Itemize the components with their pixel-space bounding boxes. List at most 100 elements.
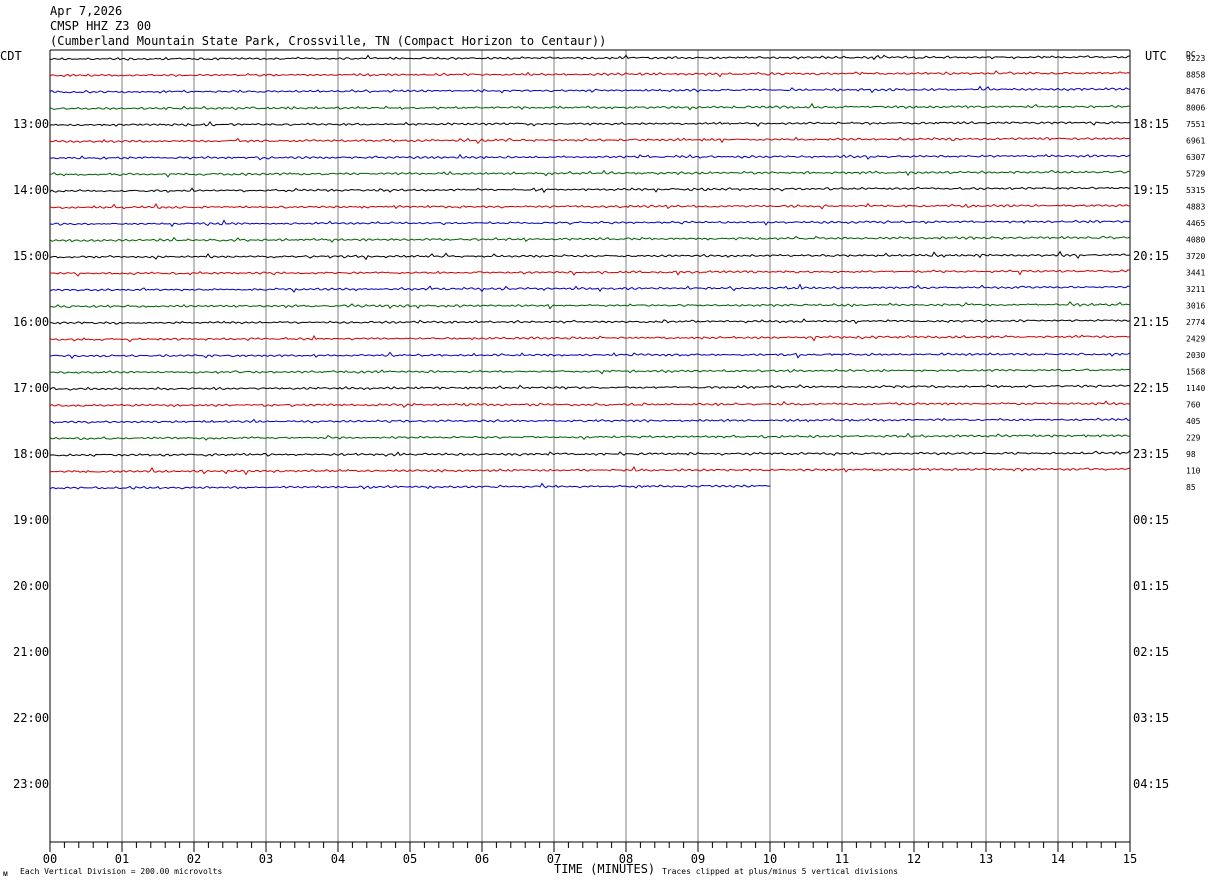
left-hour-label: 22:00: [13, 711, 49, 725]
dc-offset-value: 3441: [1186, 269, 1205, 278]
right-hour-label: 03:15: [1133, 711, 1169, 725]
right-hour-label: 04:15: [1133, 777, 1169, 791]
x-tick-label: 10: [763, 852, 777, 866]
x-axis-title: TIME (MINUTES): [554, 862, 655, 876]
right-hour-label: 21:15: [1133, 315, 1169, 329]
trace-line: [49, 85, 1131, 94]
dc-offset-value: 85: [1186, 483, 1196, 492]
trace-line: [49, 482, 771, 490]
dc-offset-value: 8858: [1186, 71, 1205, 80]
left-hour-label: 23:00: [13, 777, 49, 791]
x-tick-label: 06: [475, 852, 489, 866]
dc-offset-value: 5315: [1186, 186, 1205, 195]
seismic-traces: [49, 54, 1131, 490]
x-tick-label: 03: [259, 852, 273, 866]
hour-labels: 13:00 14:00 15:00 16:00 17:00 18:00 19:00 20:00…: [13, 117, 1169, 791]
trace-line: [49, 70, 1131, 78]
trace-line: [49, 400, 1131, 409]
x-tick-label: 09: [691, 852, 705, 866]
trace-line: [49, 417, 1131, 424]
dc-offset-value: 2030: [1186, 351, 1205, 360]
dc-offset-value: 5729: [1186, 170, 1205, 179]
station-id: CMSP HHZ Z3 00: [50, 19, 152, 33]
dc-offset-value: 8476: [1186, 87, 1205, 96]
trace-line: [49, 102, 1131, 111]
trace-line: [49, 153, 1131, 161]
right-hour-label: 19:15: [1133, 183, 1169, 197]
dc-offset-value: 110: [1186, 467, 1201, 476]
trace-line: [49, 186, 1131, 194]
right-hour-label: 23:15: [1133, 447, 1169, 461]
x-axis-ticks: 00 01 02 03 04 05 06 07 08 09 10 11 12 13 14 15: [43, 842, 1137, 866]
x-tick-label: 11: [835, 852, 849, 866]
trace-line: [49, 432, 1131, 441]
right-hour-label: 18:15: [1133, 117, 1169, 131]
dc-offset-value: 3211: [1186, 285, 1205, 294]
dc-offset-labels: 9223 8858 8476 8006 7551 6961 6307 5729 5315 4883…: [1186, 54, 1205, 492]
trace-line: [49, 202, 1131, 210]
clipping-note: Traces clipped at plus/minus 5 vertical …: [662, 867, 898, 876]
x-tick-label: 12: [907, 852, 921, 866]
dc-offset-value: 8006: [1186, 104, 1205, 113]
trace-line: [49, 450, 1131, 457]
left-hour-label: 19:00: [13, 513, 49, 527]
dc-offset-value: 4465: [1186, 219, 1205, 228]
trace-line: [49, 250, 1131, 261]
dc-offset-value: 3720: [1186, 252, 1205, 261]
trace-line: [49, 169, 1131, 178]
dc-offset-value: 2774: [1186, 318, 1205, 327]
left-hour-label: 16:00: [13, 315, 49, 329]
left-hour-label: 13:00: [13, 117, 49, 131]
x-tick-label: 14: [1051, 852, 1065, 866]
left-timezone-label: CDT: [0, 49, 22, 63]
trace-line: [49, 384, 1131, 391]
trace-line: [49, 465, 1131, 476]
right-hour-label: 00:15: [1133, 513, 1169, 527]
dc-offset-value: 4080: [1186, 236, 1205, 245]
x-tick-label: 05: [403, 852, 417, 866]
footer-mark: ᴍ: [3, 869, 8, 878]
trace-line: [49, 219, 1131, 228]
trace-line: [49, 318, 1131, 325]
right-hour-label: 22:15: [1133, 381, 1169, 395]
trace-line: [49, 235, 1131, 243]
vertical-division-note: Each Vertical Division = 200.00 microvol…: [20, 867, 222, 876]
dc-offset-value: 9223: [1186, 54, 1205, 63]
x-tick-label: 07: [547, 852, 561, 866]
trace-line: [49, 120, 1131, 128]
trace-line: [49, 334, 1131, 343]
trace-line: [49, 283, 1131, 293]
x-tick-label: 08: [619, 852, 633, 866]
dc-offset-value: 3016: [1186, 302, 1205, 311]
x-tick-label: 13: [979, 852, 993, 866]
trace-line: [49, 136, 1131, 145]
trace-line: [49, 301, 1131, 310]
left-hour-label: 14:00: [13, 183, 49, 197]
chart-header: Apr 7,2026 CMSP HHZ Z3 00 (Cumberland Mo…: [50, 4, 606, 49]
dc-offset-value: 98: [1186, 450, 1196, 459]
left-hour-label: 20:00: [13, 579, 49, 593]
station-site: (Cumberland Mountain State Park, Crossvi…: [50, 34, 607, 48]
left-hour-label: 18:00: [13, 447, 49, 461]
dc-offset-value: 1568: [1186, 368, 1205, 377]
dc-offset-value: 2429: [1186, 335, 1205, 344]
left-hour-label: 15:00: [13, 249, 49, 263]
dc-offset-value: 6307: [1186, 153, 1205, 162]
right-timezone-label: UTC: [1145, 49, 1167, 63]
right-hour-label: 01:15: [1133, 579, 1169, 593]
right-hour-label: 20:15: [1133, 249, 1169, 263]
left-hour-label: 17:00: [13, 381, 49, 395]
trace-line: [49, 269, 1131, 277]
trace-line: [49, 351, 1131, 360]
trace-line: [49, 368, 1131, 375]
right-hour-label: 02:15: [1133, 645, 1169, 659]
minute-gridlines: [49, 49, 1131, 843]
x-tick-label: 04: [331, 852, 345, 866]
x-tick-label: 01: [115, 852, 129, 866]
left-hour-label: 21:00: [13, 645, 49, 659]
chart-date: Apr 7,2026: [50, 4, 123, 18]
dc-offset-value: 405: [1186, 417, 1201, 426]
x-tick-label: 15: [1123, 852, 1137, 866]
dc-offset-value: 7551: [1186, 120, 1205, 129]
